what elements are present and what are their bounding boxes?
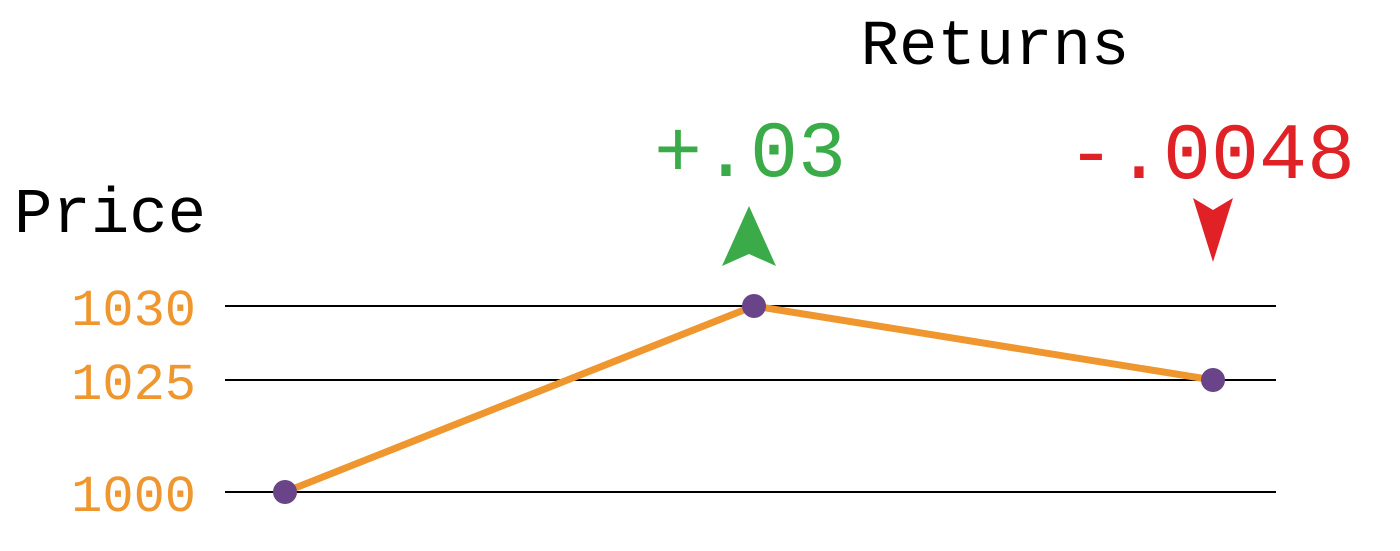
series-line (281, 302, 1217, 496)
down-arrow-icon (1193, 198, 1233, 262)
chart-title: Returns (861, 12, 1130, 84)
return-annotations: +.03 -.0048 (654, 110, 1355, 266)
y-tick-labels: 1000 1025 1030 (71, 282, 196, 527)
return-label: -.0048 (1067, 112, 1355, 203)
return-label: +.03 (654, 110, 846, 201)
up-arrow-icon (722, 206, 776, 266)
data-point (273, 480, 297, 504)
gridlines (225, 305, 1276, 493)
y-axis-label: Price (14, 180, 206, 252)
data-point (742, 294, 766, 318)
y-tick-label: 1000 (71, 468, 196, 527)
y-tick-label: 1025 (71, 356, 196, 415)
price-points (273, 294, 1225, 504)
price-series (281, 302, 1217, 496)
y-tick-label: 1030 (71, 282, 196, 341)
data-point (1201, 368, 1225, 392)
